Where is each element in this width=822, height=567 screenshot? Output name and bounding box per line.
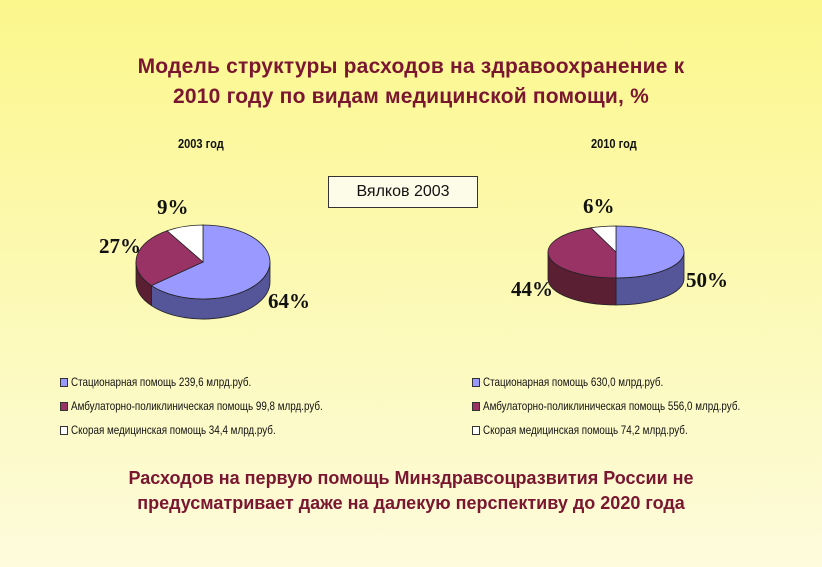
legend-swatch bbox=[60, 425, 68, 435]
legend-item-outpatient-2003: Амбулаторно-поликлиническая помощь 99,8 … bbox=[60, 394, 378, 418]
legend-swatch bbox=[472, 377, 480, 387]
pct-label-outpatient-2003: 27% bbox=[99, 234, 141, 258]
legend-2003: Стационарная помощь 239,6 млрд.руб. Амбу… bbox=[60, 370, 378, 442]
legend-item-inpatient-2010: Стационарная помощь 630,0 млрд.руб. bbox=[472, 370, 797, 394]
pct-label-inpatient-2010: 50% bbox=[686, 268, 728, 292]
legend-2010: Стационарная помощь 630,0 млрд.руб. Амбу… bbox=[472, 370, 797, 442]
chart-title-2010: 2010 год bbox=[591, 136, 637, 151]
title-line-2: 2010 году по видам медицинской помощи, % bbox=[173, 85, 649, 108]
pie-slice-outpatient bbox=[547, 227, 617, 279]
legend-swatch bbox=[60, 401, 68, 411]
pie-slice-inpatient bbox=[150, 224, 271, 300]
chart-title-2003: 2003 год bbox=[178, 136, 224, 151]
legend-label: Стационарная помощь 239,6 млрд.руб. bbox=[71, 375, 252, 389]
legend-label: Стационарная помощь 630,0 млрд.руб. bbox=[483, 375, 664, 389]
legend-swatch bbox=[60, 377, 68, 387]
footer-line-2: предусматривает даже на далекую перспект… bbox=[137, 493, 685, 513]
legend-swatch bbox=[472, 425, 480, 435]
legend-item-ambulance-2010: Скорая медицинская помощь 74,2 млрд.руб. bbox=[472, 418, 797, 442]
legend-swatch bbox=[472, 401, 480, 411]
legend-item-ambulance-2003: Скорая медицинская помощь 34,4 млрд.руб. bbox=[60, 418, 378, 442]
pie-slice-outpatient bbox=[135, 230, 204, 287]
source-label: Вялков 2003 bbox=[328, 176, 478, 208]
legend-item-outpatient-2010: Амбулаторно-поликлиническая помощь 556,0… bbox=[472, 394, 797, 418]
slide-title: Модель структуры расходов на здравоохран… bbox=[40, 52, 782, 112]
legend-label: Амбулаторно-поликлиническая помощь 99,8 … bbox=[71, 399, 323, 413]
pie-slice-ambulance bbox=[166, 224, 204, 263]
footer-line-1: Расходов на первую помощь Минздравсоцраз… bbox=[128, 468, 694, 488]
title-line-1: Модель структуры расходов на здравоохран… bbox=[137, 55, 685, 78]
pct-label-ambulance-2010: 6% bbox=[583, 194, 615, 218]
pie-chart-2003 bbox=[135, 224, 271, 320]
footer-note: Расходов на первую помощь Минздравсоцраз… bbox=[40, 466, 782, 516]
legend-label: Скорая медицинская помощь 34,4 млрд.руб. bbox=[71, 423, 276, 437]
legend-label: Амбулаторно-поликлиническая помощь 556,0… bbox=[483, 399, 741, 413]
pct-label-outpatient-2010: 44% bbox=[511, 277, 553, 301]
legend-item-inpatient-2003: Стационарная помощь 239,6 млрд.руб. bbox=[60, 370, 378, 394]
pie-slice-inpatient bbox=[615, 225, 685, 279]
pie-slice-ambulance bbox=[590, 225, 617, 253]
pct-label-inpatient-2003: 64% bbox=[268, 289, 310, 313]
pie-chart-2010 bbox=[547, 225, 685, 306]
pct-label-ambulance-2003: 9% bbox=[157, 195, 189, 219]
legend-label: Скорая медицинская помощь 74,2 млрд.руб. bbox=[483, 423, 688, 437]
